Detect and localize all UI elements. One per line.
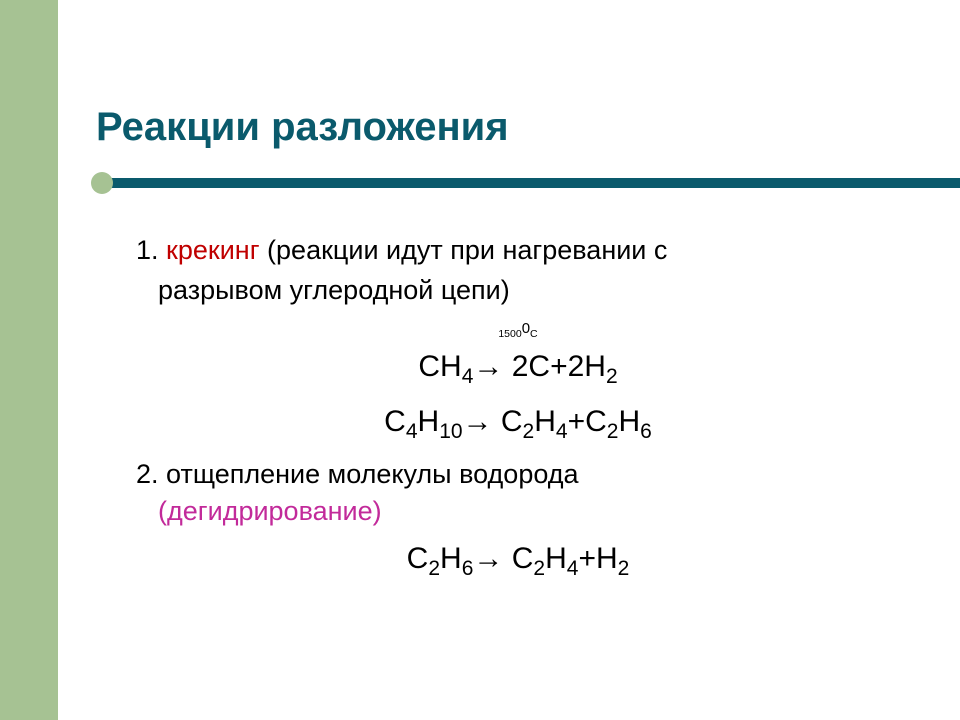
item1-desc1: (реакции идут при нагревании с — [260, 235, 668, 265]
eq3-s1: 2 — [428, 557, 440, 580]
item1-term: крекинг — [166, 235, 260, 265]
eq2-p3: → С — [463, 405, 523, 438]
eq2-p6: Н — [618, 405, 640, 438]
equation-2: С4Н10→ С2Н4+С2Н6 — [136, 402, 900, 443]
eq2-s4: 4 — [556, 420, 568, 443]
eq3-p5: +Н — [578, 542, 617, 575]
eq3-s5: 2 — [618, 557, 630, 580]
title-underline — [96, 172, 960, 194]
reaction-condition: 15000С — [136, 319, 900, 339]
slide-body: 1. крекинг (реакции идут при нагревании … — [58, 194, 960, 580]
slide-title: Реакции разложения — [58, 0, 960, 150]
condition-super: 0 — [522, 320, 530, 337]
eq3-p3: → С — [473, 542, 533, 575]
eq2-s3: 2 — [523, 420, 535, 443]
eq3-p4: Н — [545, 542, 567, 575]
condition-value: 1500 — [498, 328, 521, 340]
eq1-s1: 4 — [462, 365, 474, 388]
condition-unit: С — [530, 328, 538, 340]
eq1-p1: СН — [418, 350, 461, 383]
eq2-p4: Н — [534, 405, 556, 438]
item2-number: 2. — [136, 459, 166, 489]
equation-3: С2Н6→ С2Н4+Н2 — [136, 539, 900, 580]
eq2-p2: Н — [418, 405, 440, 438]
eq2-s2: 10 — [439, 420, 462, 443]
eq2-p5: +С — [568, 405, 607, 438]
item1-line2: разрывом углеродной цепи) — [136, 272, 900, 308]
eq3-s3: 2 — [533, 557, 545, 580]
eq3-p1: С — [407, 542, 429, 575]
item2-desc: отщепление молекулы водорода — [166, 459, 579, 489]
eq1-p2: → 2С+2Н — [473, 350, 606, 383]
sidebar-accent — [0, 0, 58, 720]
item2-line2: (дегидрирование) — [136, 493, 900, 529]
item1-number: 1. — [136, 235, 159, 265]
eq3-s2: 6 — [462, 557, 474, 580]
eq2-s6: 6 — [640, 420, 652, 443]
equation-1: СН4→ 2С+2Н2 — [136, 347, 900, 388]
item1-line1: 1. крекинг (реакции идут при нагревании … — [136, 232, 900, 268]
eq2-s5: 2 — [607, 420, 619, 443]
eq1-s2: 2 — [606, 365, 618, 388]
underline-dot — [91, 172, 113, 194]
eq3-p2: Н — [440, 542, 462, 575]
eq2-p1: С — [384, 405, 406, 438]
eq2-s1: 4 — [406, 420, 418, 443]
item2-term: (дегидрирование) — [158, 496, 382, 526]
item2-line1: 2. отщепление молекулы водорода — [136, 456, 900, 492]
underline-bar — [96, 178, 960, 188]
eq3-s4: 4 — [567, 557, 579, 580]
slide-content: Реакции разложения 1. крекинг (реакции и… — [58, 0, 960, 720]
